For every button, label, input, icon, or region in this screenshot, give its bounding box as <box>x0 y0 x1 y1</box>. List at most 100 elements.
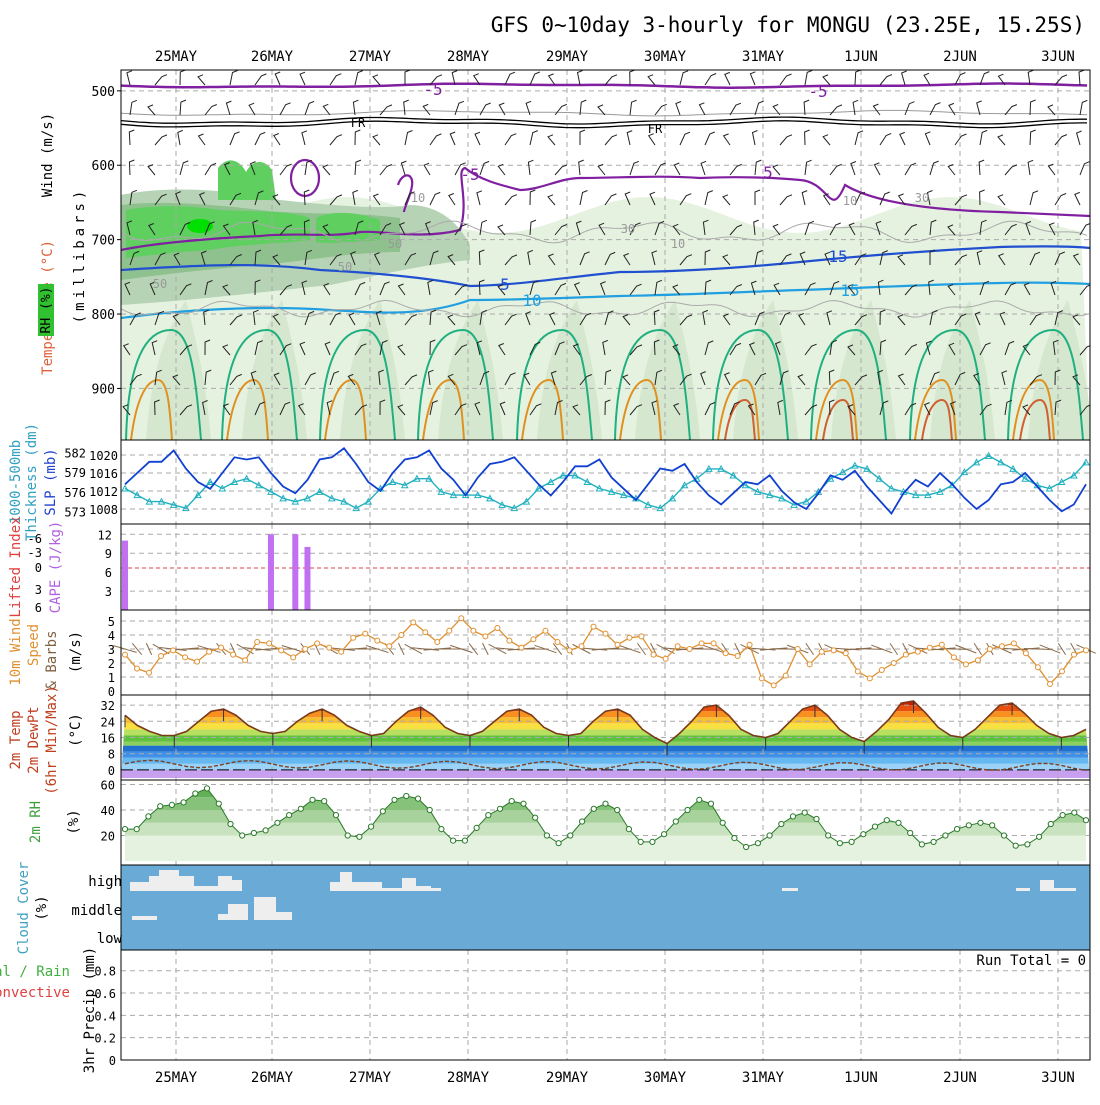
contour-label: -5 <box>423 80 442 99</box>
rh2m-point <box>322 799 327 804</box>
day-label-bottom: 27MAY <box>349 1070 392 1086</box>
cloud-block-high <box>352 882 382 891</box>
temp-band <box>121 735 1090 741</box>
rh2m-point <box>556 841 561 846</box>
rh2m-point <box>1083 818 1088 823</box>
slp-series-line <box>125 448 1086 513</box>
wind10m-point <box>807 662 812 667</box>
slp-tick: 1016 <box>89 467 118 481</box>
wind10m-point <box>147 670 152 675</box>
wind-ylabel1: 10m Wind <box>8 618 24 685</box>
wind10m-point <box>1048 682 1053 687</box>
day-label-bottom: 3JUN <box>1041 1070 1075 1086</box>
temp-tick: 8 <box>108 748 115 762</box>
temp-band <box>121 746 1090 752</box>
cape-tick: 12 <box>98 528 112 542</box>
precip-ylabel1: Total / Rain <box>0 964 70 980</box>
temp-ylabel3: (6hr Min/Max) <box>44 685 60 795</box>
li-tick: -6 <box>28 532 42 546</box>
wind10m-point <box>735 654 740 659</box>
contour-label: FR <box>648 122 663 136</box>
rh2m-point <box>861 832 866 837</box>
sounding-ylabel-wind: Wind (m/s) <box>40 113 56 197</box>
chart-title: GFS 0~10day 3-hourly for MONGU (23.25E, … <box>491 13 1085 37</box>
day-label-bottom: 31MAY <box>742 1070 785 1086</box>
wind10m-point <box>591 624 596 629</box>
day-label-top: 2JUN <box>943 49 977 65</box>
rh2m-point <box>404 793 409 798</box>
sounding-ylabel-unit: (millibars) <box>72 187 88 324</box>
rh2m-point <box>193 791 198 796</box>
rh2m-point <box>240 833 245 838</box>
rh2m-point <box>673 819 678 824</box>
rh2m-point <box>568 833 573 838</box>
wind10m-barbs <box>113 643 1095 655</box>
wind10m-point <box>711 641 716 646</box>
temp-band <box>121 697 1090 705</box>
wind10m-point <box>1072 652 1077 657</box>
temp-tick: 0 <box>108 764 115 778</box>
rh2m-point <box>439 827 444 832</box>
rh2m-point <box>685 807 690 812</box>
wind10m-point <box>795 647 800 652</box>
wind10m-point <box>555 640 560 645</box>
rh-band <box>121 810 1090 823</box>
cloud-block-middle <box>132 916 147 920</box>
rh2m-point <box>779 821 784 826</box>
temp-band <box>121 723 1090 729</box>
wind10m-point <box>987 647 992 652</box>
cape-tick: 9 <box>105 547 112 561</box>
slp-ylabel-left: 1000-500mb <box>8 440 24 524</box>
precip-ylabel3: 3hr Precip (mm) <box>82 947 98 1073</box>
cloud-block-high <box>218 876 232 891</box>
cape-bar <box>304 547 310 610</box>
rh2m-point <box>533 815 538 820</box>
sounding-ytick: 900 <box>92 382 115 397</box>
rh2m-point <box>708 801 713 806</box>
rh2m-point <box>486 813 491 818</box>
cloud-block-high <box>194 886 218 891</box>
wind10m-point <box>327 645 332 650</box>
rh2m-point <box>415 796 420 801</box>
rh-band <box>121 836 1090 861</box>
cloud-block-high <box>1054 888 1076 891</box>
day-label-top: 1JUN <box>844 49 878 65</box>
rh2m-point <box>181 800 186 805</box>
cloud-block-high <box>402 878 416 891</box>
rh2m-point <box>392 797 397 802</box>
cape-tick: 6 <box>105 566 112 580</box>
contour-label: 30 <box>621 222 635 236</box>
cloud-block-high <box>149 876 159 891</box>
rh2m-point <box>228 821 233 826</box>
slp-grid <box>121 440 1090 524</box>
cloud-panel: high middle low Cloud Cover (%) <box>16 862 1090 955</box>
wind10m-point <box>783 673 788 678</box>
rh2m-point <box>263 828 268 833</box>
cloud-block-middle <box>228 904 248 920</box>
rh2m-point <box>908 830 913 835</box>
wind10m-point <box>975 658 980 663</box>
wind10m-point <box>771 683 776 688</box>
rh2m-point <box>287 813 292 818</box>
wind10m-point <box>519 645 524 650</box>
wind-ylabel2: Speed <box>26 624 42 666</box>
rh2m-point <box>849 839 854 844</box>
cloud-block-high <box>1040 880 1054 891</box>
day-label-top: 28MAY <box>447 49 490 65</box>
wind10m-point <box>939 642 944 647</box>
rh2m-point <box>591 806 596 811</box>
rh2m-point <box>521 801 526 806</box>
wind10m-point <box>759 676 764 681</box>
day-label-top: 30MAY <box>644 49 687 65</box>
wind-tick: 3 <box>108 643 115 657</box>
rh2m-point <box>474 825 479 830</box>
rh2m-point <box>884 818 889 823</box>
day-label-top: 25MAY <box>155 49 198 65</box>
wind10m-point <box>615 642 620 647</box>
